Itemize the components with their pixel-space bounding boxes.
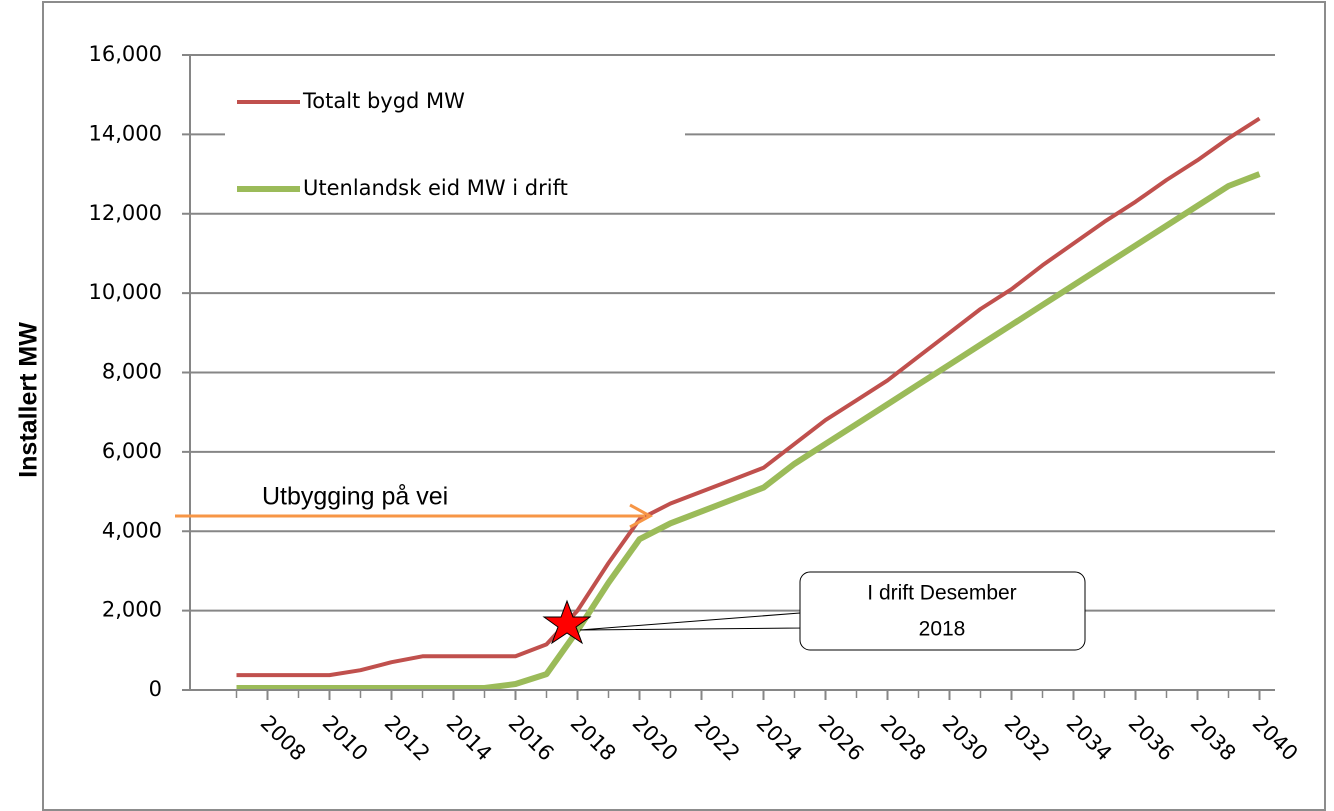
y-tick-label: 12,000 — [89, 201, 162, 225]
callout-text: I drift Desember — [867, 582, 1016, 605]
callout-box — [799, 571, 1086, 651]
arrow-text: Utbygging på vei — [262, 483, 448, 511]
y-tick-label: 2,000 — [102, 598, 162, 622]
callout: I drift Desember 2018 — [542, 571, 1086, 651]
star — [542, 599, 592, 645]
y-tick-label: 10,000 — [89, 280, 162, 304]
callout-text: 2018 — [919, 618, 966, 641]
plot — [190, 116, 1275, 691]
legend-label: Utenlandsk eid MW i drift — [303, 176, 568, 200]
y-tick-label: 8,000 — [102, 360, 162, 384]
y-tick-label: 0 — [149, 677, 162, 701]
y-tick-label: 4,000 — [102, 518, 162, 542]
y-tick-label: 6,000 — [102, 439, 162, 463]
y-tick-label: 16,000 — [89, 42, 162, 66]
legend: Totalt bygd MW Utenlandsk eid MW i drift — [225, 75, 685, 210]
series-line — [236, 171, 1261, 691]
legend-label: Totalt bygd MW — [302, 89, 465, 113]
series-line — [236, 116, 1261, 678]
y-axis-label: Installert MW — [15, 322, 43, 478]
arrow-head — [629, 503, 654, 529]
arrow-annotation: Utbygging på vei — [175, 483, 654, 529]
legend-box — [225, 75, 685, 210]
y-tick-label: 14,000 — [89, 121, 162, 145]
